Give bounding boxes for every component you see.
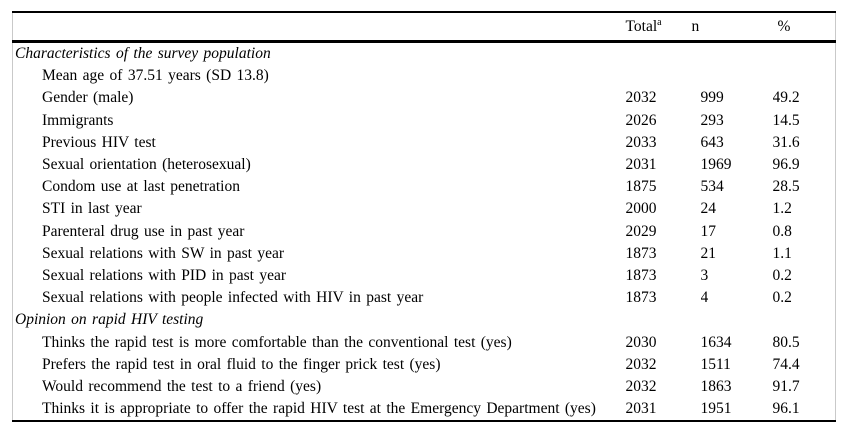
row-label: Thinks the rapid test is more comfortabl… (42, 333, 512, 351)
total-value: 1875 (625, 178, 657, 196)
pct-value: 96.1 (772, 400, 800, 418)
row-label: STI in last year (42, 200, 142, 218)
pct-value: 1.2 (772, 200, 792, 218)
table-row: Previous HIV test 2033 643 31.6 (13, 132, 836, 154)
table-row: Sexual relations with SW in past year 187… (13, 243, 836, 265)
row-label: Mean age of 37.51 years (SD 13.8) (42, 67, 269, 85)
header-pct-column: % (773, 12, 836, 42)
n-value: 24 (700, 200, 717, 218)
header-total-label: Total (625, 17, 658, 35)
table-row: STI in last year 2000 24 1.2 (13, 198, 836, 220)
n-value: 21 (700, 244, 717, 262)
pct-value: 0.2 (772, 289, 792, 307)
total-value: 2032 (625, 355, 657, 373)
table-row: Would recommend the test to a friend (ye… (13, 376, 836, 398)
row-label: Sexual relations with PID in past year (42, 266, 287, 284)
row-label: Sexual orientation (heterosexual) (42, 156, 251, 174)
pct-value: 14.5 (772, 111, 800, 129)
table-row: Mean age of 37.51 years (SD 13.8) (13, 65, 836, 87)
section-header-row: Opinion on rapid HIV testing (13, 309, 836, 331)
row-label: Gender (male) (42, 89, 134, 107)
table-body: Characteristics of the survey population… (13, 42, 836, 422)
total-value: 2032 (625, 377, 657, 395)
pct-value: 80.5 (772, 333, 800, 351)
section-title: Opinion on rapid HIV testing (15, 311, 204, 329)
row-label: Immigrants (42, 111, 114, 129)
row-label: Thinks it is appropriate to offer the ra… (42, 400, 596, 418)
pct-value: 74.4 (772, 355, 800, 373)
n-value: 1969 (700, 156, 732, 174)
header-n-label: n (691, 17, 700, 35)
pct-value: 31.6 (772, 133, 800, 151)
total-value: 2033 (625, 133, 657, 151)
pct-value: 0.8 (772, 222, 792, 240)
total-value: 2031 (625, 156, 657, 174)
n-value: 1951 (700, 400, 732, 418)
row-label: Sexual relations with SW in past year (42, 244, 285, 262)
pct-value (773, 65, 836, 87)
pct-value: 28.5 (772, 178, 800, 196)
section-title: Characteristics of the survey population (15, 45, 271, 63)
total-value: 2031 (625, 400, 657, 418)
n-value (701, 65, 773, 87)
header-n-column: n (692, 12, 773, 42)
header-pct-label: % (777, 17, 791, 35)
row-label: Condom use at last penetration (42, 178, 240, 196)
n-value: 999 (700, 89, 724, 107)
n-value: 1634 (700, 333, 732, 351)
n-value: 17 (700, 222, 717, 240)
total-value: 1873 (625, 289, 657, 307)
row-label: Sexual relations with people infected wi… (42, 289, 424, 307)
total-value: 2030 (625, 333, 657, 351)
table-header-row: Totala n % (12, 12, 836, 42)
total-value: 1873 (625, 266, 657, 284)
pct-value: 96.9 (772, 156, 800, 174)
table-row: Immigrants 2026 293 14.5 (13, 110, 836, 132)
table-row: Sexual relations with PID in past year 18… (13, 265, 836, 287)
n-value: 1863 (700, 377, 732, 395)
row-label: Would recommend the test to a friend (ye… (42, 377, 322, 395)
table-row: Thinks the rapid test is more comfortabl… (13, 331, 836, 353)
pct-value: 0.2 (772, 266, 792, 284)
table-row: Gender (male) 2032 999 49.2 (13, 87, 836, 109)
pct-value: 49.2 (772, 89, 800, 107)
row-label: Previous HIV test (42, 133, 156, 151)
pct-value: 91.7 (772, 377, 800, 395)
total-value (626, 65, 701, 87)
table-row: Parenteral drug use in past year 2029 17 0.… (13, 221, 836, 243)
n-value: 643 (700, 133, 724, 151)
pct-value: 1.1 (772, 244, 792, 262)
footnote-marker-a: a (657, 16, 662, 28)
table-row: Condom use at last penetration 1875 534 28.… (13, 176, 836, 198)
survey-results-table: Totala n % Characteristics of the survey… (12, 11, 836, 423)
header-total-column: Totala (626, 12, 701, 42)
n-value: 293 (700, 111, 724, 129)
total-value: 2000 (625, 200, 657, 218)
table-row: Prefers the rapid test in oral fluid to … (13, 354, 836, 376)
row-label: Prefers the rapid test in oral fluid to … (42, 355, 441, 373)
header-label-column (13, 12, 626, 42)
table-row: Sexual orientation (heterosexual) 2031 196… (13, 154, 836, 176)
section-header-row: Characteristics of the survey population (13, 42, 836, 66)
table-row: Sexual relations with people infected wi… (13, 287, 836, 309)
total-value: 2029 (625, 222, 657, 240)
row-label: Parenteral drug use in past year (42, 222, 245, 240)
n-value: 534 (700, 178, 724, 196)
table-row: Thinks it is appropriate to offer the ra… (13, 398, 836, 421)
n-value: 3 (700, 266, 709, 284)
n-value: 4 (700, 289, 709, 307)
total-value: 2026 (625, 111, 657, 129)
total-value: 1873 (625, 244, 657, 262)
n-value: 1511 (700, 355, 731, 373)
total-value: 2032 (625, 89, 657, 107)
